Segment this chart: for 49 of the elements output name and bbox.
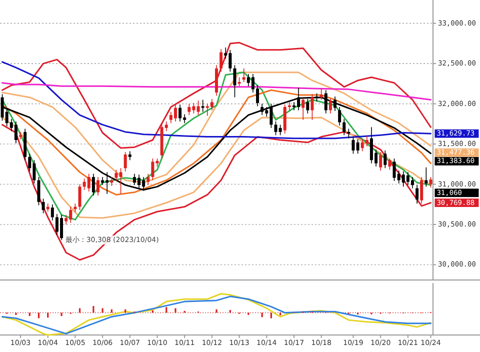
candlestick <box>233 64 236 98</box>
candlestick <box>14 121 18 144</box>
candlestick <box>92 173 95 196</box>
candlestick <box>365 136 368 147</box>
line-series <box>2 82 432 101</box>
candlestick <box>384 150 387 169</box>
candlestick <box>356 138 360 154</box>
candlestick <box>37 176 40 206</box>
candlestick <box>64 214 68 225</box>
candlestick <box>260 103 264 116</box>
candlestick <box>188 103 191 116</box>
candlestick <box>420 176 424 204</box>
candlestick <box>96 176 100 196</box>
candlestick <box>201 99 204 112</box>
candlestick <box>302 98 305 120</box>
candlestick <box>174 104 177 122</box>
candlestick <box>416 184 419 204</box>
candlestick <box>352 136 355 154</box>
candlestick <box>78 184 82 210</box>
candlestick <box>429 176 432 188</box>
candlestick <box>379 152 382 171</box>
candlestick <box>50 204 54 221</box>
candlestick <box>196 100 200 116</box>
candlestick <box>42 198 45 214</box>
candlestick <box>124 152 127 172</box>
candlestick <box>342 118 346 136</box>
candlestick <box>288 102 291 111</box>
candlestick <box>338 106 342 126</box>
candlestick <box>278 124 282 136</box>
candlestick <box>151 158 154 181</box>
candlestick <box>410 176 414 189</box>
candlestick <box>242 68 246 82</box>
candlestick <box>178 104 182 122</box>
line-series <box>2 61 432 140</box>
candlestick <box>328 98 332 114</box>
candlestick <box>424 166 428 188</box>
candlestick <box>210 98 214 111</box>
candlestick <box>283 104 286 134</box>
candlestick <box>114 169 118 182</box>
candlestick <box>220 48 223 72</box>
candlestick <box>347 128 350 139</box>
line-series <box>2 72 432 220</box>
candlestick <box>388 158 392 170</box>
candlestick <box>119 168 122 194</box>
candlestick <box>310 94 314 120</box>
candlestick <box>146 173 150 186</box>
candlestick <box>87 173 90 192</box>
line-series <box>2 124 432 261</box>
candlestick <box>320 88 323 100</box>
